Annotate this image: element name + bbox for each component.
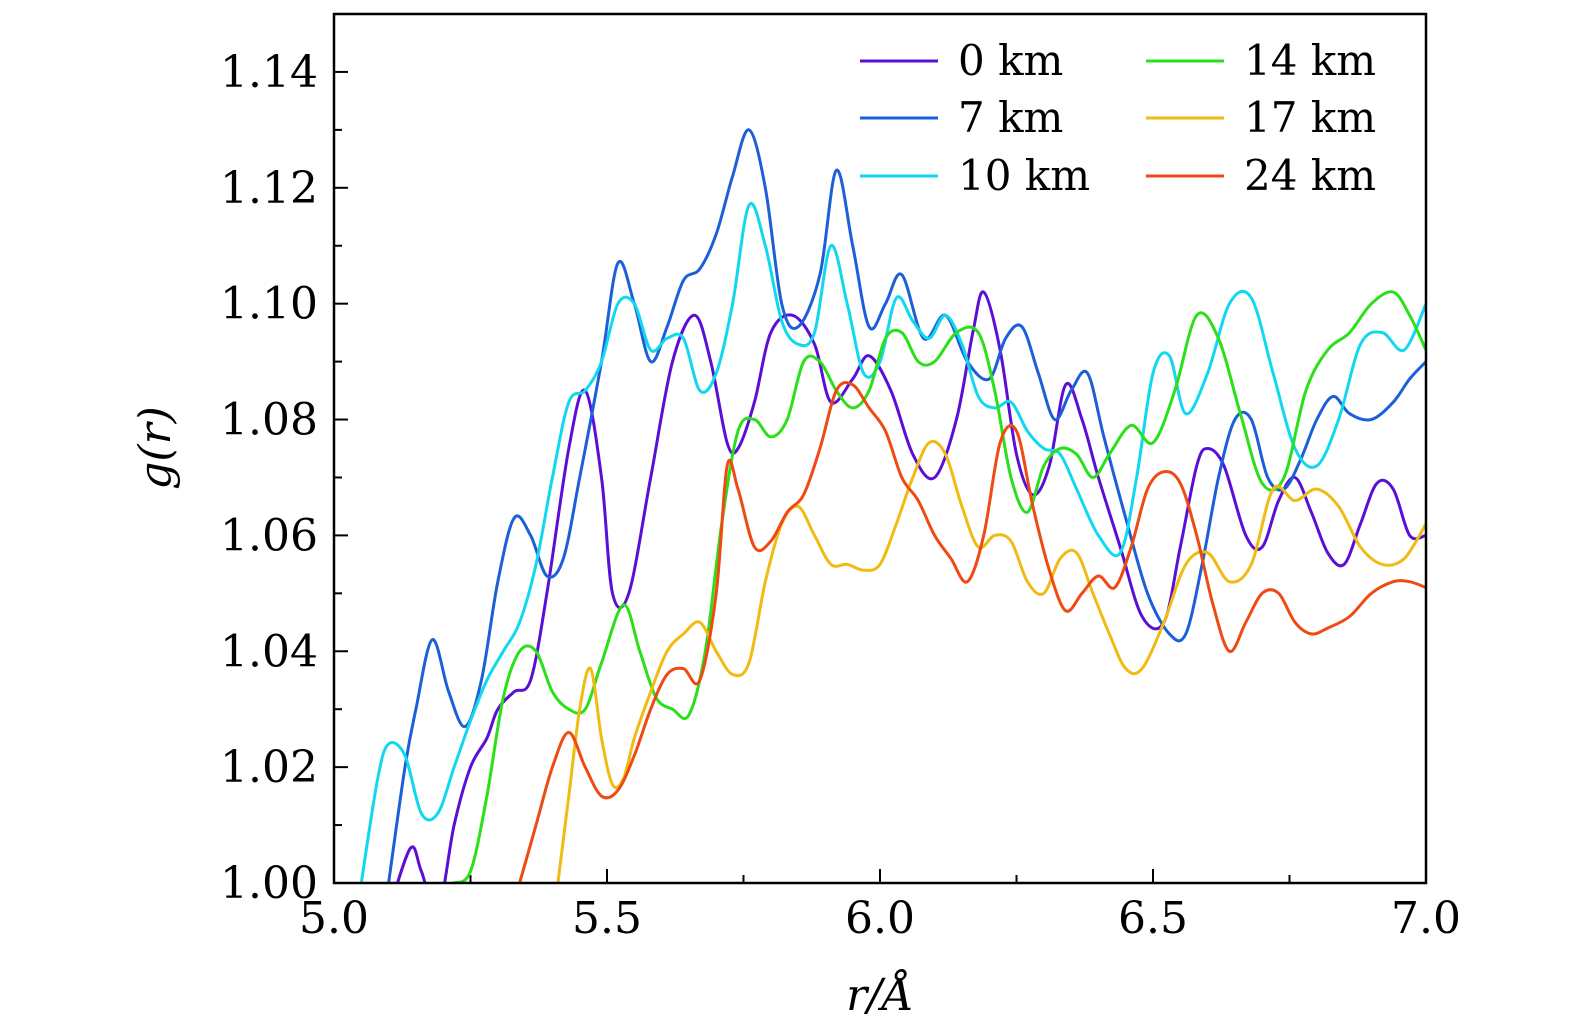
y-tick-label: 1.04 [220,626,318,677]
x-tick-label: 7.0 [1391,893,1461,944]
legend-label: 10 km [958,151,1090,200]
legend-label: 24 km [1244,151,1376,200]
series-line-14-km [453,290,1426,883]
series-line-17-km [556,439,1426,883]
legend: 0 km 7 km 10 km 14 km 17 km 24 km [860,36,1376,200]
series-line-7-km [387,128,1426,883]
y-tick-label: 1.08 [220,395,318,446]
series-line-10-km [359,201,1426,883]
y-tick-label: 1.00 [220,858,318,909]
y-tick-label: 1.06 [220,510,318,561]
y-axis-label: g(r) [130,406,181,490]
series-line-0-km [395,290,1426,883]
axis-ticks [333,13,1427,884]
y-tick-label: 1.12 [220,163,318,214]
legend-label: 17 km [1244,93,1376,142]
x-tick-labels: 5.0 5.5 6.0 6.5 7.0 [299,893,1461,944]
x-tick-label: 6.0 [845,893,915,944]
x-axis-label: r/Å [846,968,914,1021]
x-tick-label: 5.5 [572,893,642,944]
y-tick-label: 1.10 [220,279,318,330]
y-tick-label: 1.14 [220,47,318,98]
plot-frame [332,12,1428,885]
legend-label: 7 km [958,93,1063,142]
x-tick-label: 6.5 [1118,893,1188,944]
y-tick-labels: 1.00 1.02 1.04 1.06 1.08 1.10 1.12 1.14 [220,47,318,909]
series-lines [359,128,1426,883]
y-tick-label: 1.02 [220,742,318,793]
x-tick-label: 5.0 [299,893,369,944]
series-line-24-km [518,381,1426,883]
legend-label: 14 km [1244,36,1376,85]
legend-label: 0 km [958,36,1063,85]
